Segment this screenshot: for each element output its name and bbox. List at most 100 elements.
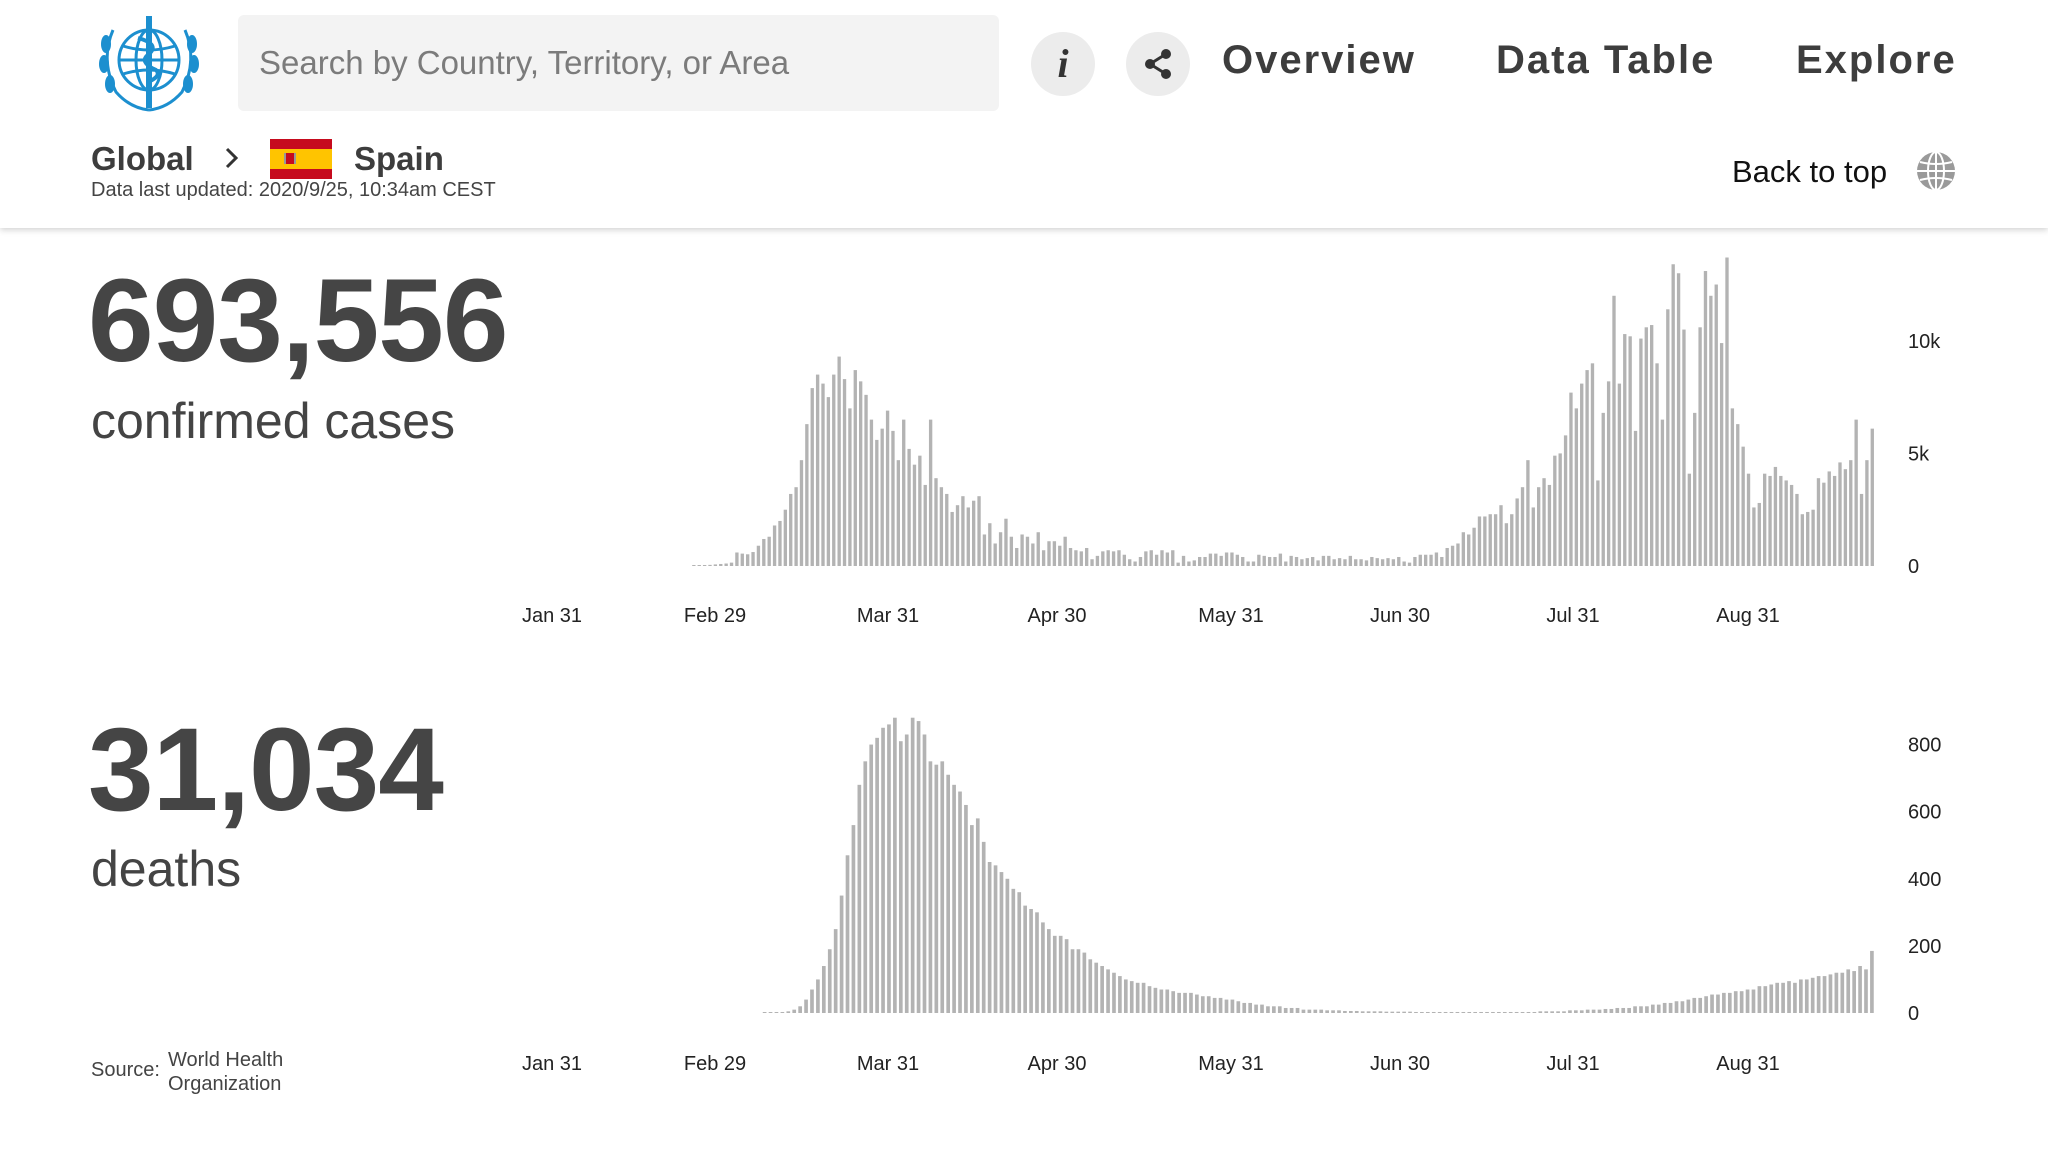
cases-bar: [1171, 550, 1175, 566]
cases-bar: [982, 534, 987, 566]
deaths-bar: [1787, 981, 1791, 1013]
deaths-bar: [1781, 982, 1785, 1013]
deaths-bar: [1686, 999, 1691, 1013]
deaths-bar: [1396, 1011, 1401, 1013]
nav-data-table[interactable]: Data Table: [1496, 38, 1716, 82]
cases-bar: [789, 493, 793, 566]
cases-bar: [1456, 543, 1460, 566]
cases-bar: [1047, 541, 1051, 566]
cases-bar: [842, 379, 847, 566]
deaths-bar: [869, 744, 874, 1013]
cases-bar: [1832, 475, 1837, 566]
cases-bar: [756, 545, 761, 566]
back-to-top-link[interactable]: Back to top: [1732, 154, 1888, 189]
deaths-bar: [1645, 1006, 1649, 1013]
cases-bar: [1510, 514, 1514, 566]
deaths-bar: [1763, 986, 1768, 1013]
deaths-bar: [1698, 997, 1703, 1013]
deaths-bar: [1722, 992, 1726, 1013]
share-button[interactable]: [1126, 32, 1190, 96]
cases-bar: [972, 500, 976, 566]
nav-overview[interactable]: Overview: [1222, 38, 1416, 82]
deaths-x-tick-label: Apr 30: [1028, 1053, 1087, 1075]
deaths-x-tick-label: Jun 30: [1370, 1053, 1430, 1075]
cases-bar: [1224, 552, 1229, 566]
deaths-bar: [1727, 992, 1732, 1013]
cases-bar: [1251, 561, 1256, 566]
deaths-bar: [1834, 972, 1839, 1013]
cases-bar: [1623, 334, 1627, 566]
deaths-bar: [922, 734, 927, 1013]
cases-bar: [1779, 475, 1783, 566]
cases-bar: [805, 424, 809, 566]
cases-bar: [1111, 551, 1116, 566]
nav-explore[interactable]: Explore: [1796, 38, 1957, 82]
deaths-bar: [946, 774, 951, 1013]
deaths-bar: [1443, 1011, 1448, 1013]
deaths-bar: [798, 1006, 802, 1013]
cases-bar: [783, 509, 788, 566]
cases-bar: [918, 455, 922, 566]
deaths-bar: [810, 989, 814, 1013]
info-button[interactable]: i: [1031, 32, 1095, 96]
search-input[interactable]: [238, 15, 999, 111]
confirmed-cases-label: confirmed cases: [91, 393, 456, 449]
cases-bar: [1300, 559, 1304, 566]
breadcrumb-global[interactable]: Global: [91, 140, 194, 177]
source-organization: World Health Organization: [168, 1049, 284, 1095]
deaths-bar: [1532, 1011, 1537, 1013]
cases-bar: [853, 370, 857, 566]
deaths-bar: [1479, 1011, 1483, 1013]
cases-bar: [772, 525, 777, 566]
cases-bar: [815, 374, 820, 566]
cases-bar: [1375, 558, 1379, 566]
deaths-bar: [1680, 1001, 1685, 1013]
cases-bar: [1031, 543, 1035, 566]
deaths-bar: [1277, 1006, 1282, 1013]
cases-bar: [1811, 509, 1815, 566]
cases-bar: [1198, 556, 1202, 566]
deaths-bar: [1349, 1010, 1353, 1013]
deaths-bar: [1378, 1011, 1383, 1013]
cases-bar: [1477, 516, 1482, 566]
deaths-bar: [1609, 1008, 1614, 1013]
cases-bar: [1154, 554, 1159, 566]
source-label: Source:: [91, 1059, 160, 1081]
cases-bar: [896, 460, 901, 566]
cases-x-tick-label: Jul 31: [1546, 605, 1599, 627]
deaths-x-tick-label: Aug 31: [1716, 1053, 1779, 1075]
deaths-bar: [1189, 992, 1193, 1013]
deaths-bar: [1431, 1011, 1436, 1013]
deaths-bar: [1390, 1011, 1395, 1013]
cases-bar: [1768, 475, 1772, 566]
deaths-bar: [970, 825, 974, 1013]
cases-bar: [1074, 550, 1078, 566]
cases-bar: [1380, 559, 1385, 566]
deaths-bar: [1591, 1009, 1596, 1013]
cases-bar: [746, 554, 750, 566]
deaths-bar: [1615, 1007, 1620, 1013]
cases-bar: [1445, 547, 1449, 566]
cases-y-tick-label: 0: [1908, 556, 1919, 578]
deaths-bar: [1704, 996, 1708, 1013]
deaths-bar: [1200, 996, 1205, 1013]
deaths-bar: [1076, 949, 1081, 1013]
who-logo-icon[interactable]: [90, 10, 208, 114]
cases-bar: [1703, 271, 1708, 566]
cases-bar: [1020, 534, 1024, 566]
cases-bar: [1144, 551, 1148, 566]
cases-bar: [1117, 550, 1121, 566]
cases-bar: [1806, 511, 1810, 566]
deaths-bar: [928, 761, 933, 1013]
deaths-bar: [1562, 1011, 1566, 1013]
deaths-bar: [1047, 929, 1051, 1013]
deaths-bar: [1183, 992, 1187, 1013]
globe-icon[interactable]: [1915, 150, 1957, 192]
deaths-bar: [1135, 982, 1140, 1013]
cases-bar: [1079, 551, 1083, 566]
cases-bar: [1515, 498, 1519, 566]
deaths-bar: [1840, 972, 1845, 1013]
deaths-bar: [1129, 981, 1134, 1013]
cases-bar: [1015, 547, 1019, 566]
cases-bar: [1752, 507, 1756, 566]
